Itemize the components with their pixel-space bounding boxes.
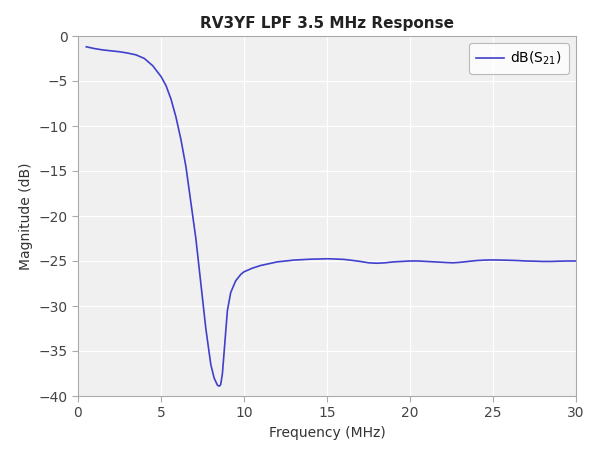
Title: RV3YF LPF 3.5 MHz Response: RV3YF LPF 3.5 MHz Response bbox=[200, 16, 454, 31]
X-axis label: Frequency (MHz): Frequency (MHz) bbox=[269, 426, 385, 440]
dB(S$_{21}$) bbox=[187, 200, 194, 205]
dB(S$_{21}$) bbox=[83, 44, 90, 50]
Legend: dB(S$_{21}$): dB(S$_{21}$) bbox=[469, 43, 569, 74]
dB(S$_{21}$) bbox=[323, 256, 331, 261]
Y-axis label: Magnitude (dB): Magnitude (dB) bbox=[19, 162, 33, 270]
dB(S$_{21}$) bbox=[332, 256, 339, 262]
Line: dB(S$_{21}$): dB(S$_{21}$) bbox=[86, 47, 576, 386]
dB(S$_{21}$) bbox=[572, 258, 580, 264]
dB(S$_{21}$) bbox=[192, 236, 199, 241]
dB(S$_{21}$) bbox=[219, 371, 226, 376]
dB(S$_{21}$) bbox=[215, 383, 223, 389]
dB(S$_{21}$) bbox=[523, 258, 530, 264]
